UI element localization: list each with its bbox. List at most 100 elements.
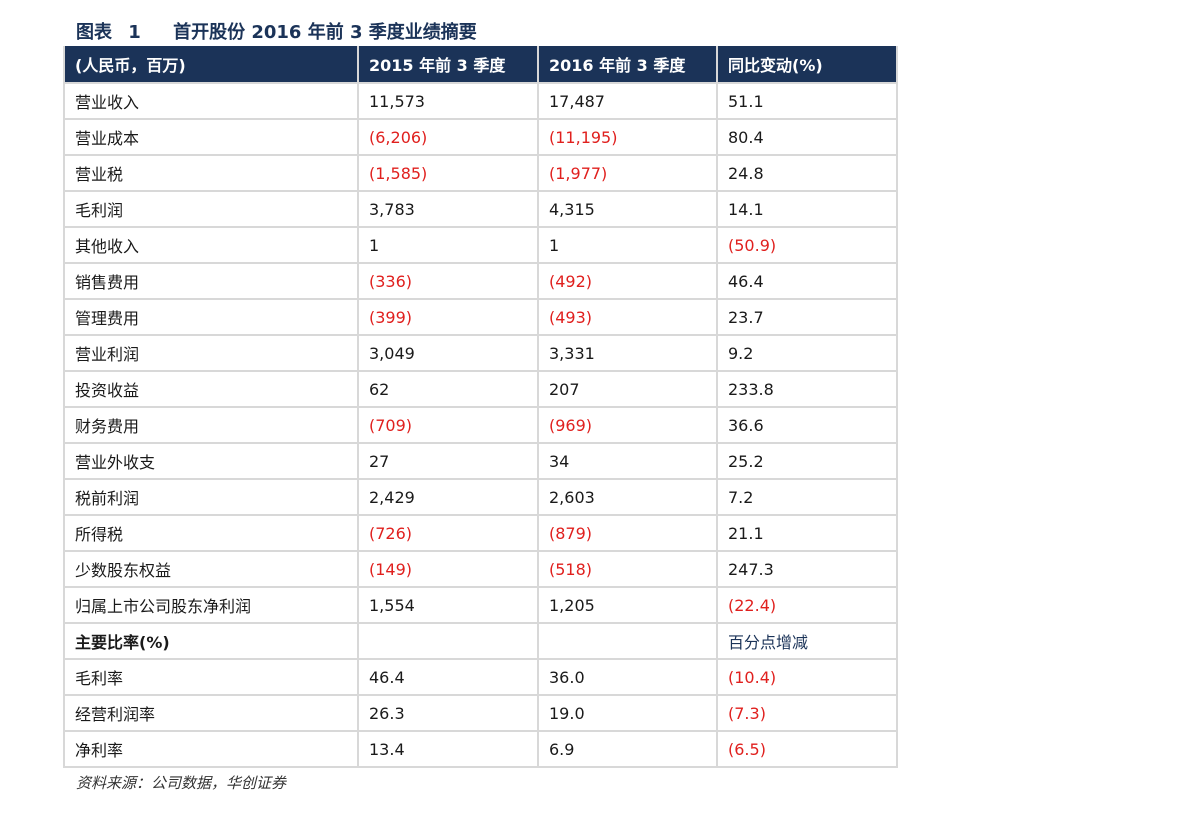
earnings-summary-table: (人民币，百万) 2015 年前 3 季度 2016 年前 3 季度 同比变动(… — [63, 46, 898, 768]
value-2015-cell — [357, 622, 539, 660]
value-2015-cell: (726) — [357, 514, 539, 552]
table-row: 管理费用 (399) (493) 23.7 — [63, 298, 898, 336]
row-label: 少数股东权益 — [63, 550, 359, 588]
change-cell: 7.2 — [716, 478, 898, 516]
change-cell: 14.1 — [716, 190, 898, 228]
value-2015-cell: (149) — [357, 550, 539, 588]
value-2016-cell: (493) — [537, 298, 718, 336]
change-cell: (50.9) — [716, 226, 898, 264]
table-row: 其他收入 1 1 (50.9) — [63, 226, 898, 264]
source-note: 资料来源：公司数据，华创证券 — [76, 774, 287, 792]
change-cell: 46.4 — [716, 262, 898, 300]
value-2016-cell: (1,977) — [537, 154, 718, 192]
table-row: 投资收益 62 207 233.8 — [63, 370, 898, 408]
table-row: 毛利率 46.4 36.0 (10.4) — [63, 658, 898, 696]
change-cell: 25.2 — [716, 442, 898, 480]
change-cell: (7.3) — [716, 694, 898, 732]
figure-number: 1 — [128, 22, 141, 43]
table-row: 营业收入 11,573 17,487 51.1 — [63, 82, 898, 120]
row-label: 营业收入 — [63, 82, 359, 120]
value-2016-cell: 1,205 — [537, 586, 718, 624]
change-cell: 21.1 — [716, 514, 898, 552]
change-cell: 80.4 — [716, 118, 898, 156]
value-2015-cell: (336) — [357, 262, 539, 300]
value-2015-cell: 3,049 — [357, 334, 539, 372]
row-label: 营业成本 — [63, 118, 359, 156]
column-header-2015: 2015 年前 3 季度 — [357, 46, 539, 83]
row-label: 归属上市公司股东净利润 — [63, 586, 359, 624]
row-label: 主要比率(%) — [63, 622, 359, 660]
value-2016-cell: 207 — [537, 370, 718, 408]
row-label: 净利率 — [63, 730, 359, 768]
table-row: 营业利润 3,049 3,331 9.2 — [63, 334, 898, 372]
value-2016-cell — [537, 622, 718, 660]
value-2016-cell: 34 — [537, 442, 718, 480]
value-2015-cell: 1,554 — [357, 586, 539, 624]
value-2016-cell: 4,315 — [537, 190, 718, 228]
row-label: 税前利润 — [63, 478, 359, 516]
row-label: 经营利润率 — [63, 694, 359, 732]
column-header-change: 同比变动(%) — [716, 46, 898, 83]
change-cell: 23.7 — [716, 298, 898, 336]
value-2016-cell: 2,603 — [537, 478, 718, 516]
value-2015-cell: (709) — [357, 406, 539, 444]
value-2015-cell: 11,573 — [357, 82, 539, 120]
table-header-row: (人民币，百万) 2015 年前 3 季度 2016 年前 3 季度 同比变动(… — [63, 46, 898, 83]
change-cell: 百分点增减 — [716, 622, 898, 660]
table-row: 税前利润 2,429 2,603 7.2 — [63, 478, 898, 516]
value-2015-cell: 3,783 — [357, 190, 539, 228]
value-2015-cell: 2,429 — [357, 478, 539, 516]
figure-title: 图表 1 首开股份 2016 年前 3 季度业绩摘要 — [76, 18, 477, 44]
value-2015-cell: 46.4 — [357, 658, 539, 696]
row-label: 营业税 — [63, 154, 359, 192]
row-label: 营业利润 — [63, 334, 359, 372]
change-cell: 36.6 — [716, 406, 898, 444]
value-2016-cell: 36.0 — [537, 658, 718, 696]
value-2016-cell: (492) — [537, 262, 718, 300]
table-row: 营业外收支 27 34 25.2 — [63, 442, 898, 480]
table-row: 归属上市公司股东净利润 1,554 1,205 (22.4) — [63, 586, 898, 624]
value-2016-cell: 1 — [537, 226, 718, 264]
table-row: 销售费用 (336) (492) 46.4 — [63, 262, 898, 300]
row-label: 所得税 — [63, 514, 359, 552]
change-cell: 24.8 — [716, 154, 898, 192]
row-label: 管理费用 — [63, 298, 359, 336]
table-row: 经营利润率 26.3 19.0 (7.3) — [63, 694, 898, 732]
table-row: 少数股东权益 (149) (518) 247.3 — [63, 550, 898, 588]
row-label: 营业外收支 — [63, 442, 359, 480]
value-2015-cell: 13.4 — [357, 730, 539, 768]
change-cell: (22.4) — [716, 586, 898, 624]
value-2016-cell: (879) — [537, 514, 718, 552]
row-label: 其他收入 — [63, 226, 359, 264]
change-cell: 9.2 — [716, 334, 898, 372]
value-2016-cell: (11,195) — [537, 118, 718, 156]
table-row: 营业成本 (6,206) (11,195) 80.4 — [63, 118, 898, 156]
value-2015-cell: 27 — [357, 442, 539, 480]
value-2016-cell: 3,331 — [537, 334, 718, 372]
value-2016-cell: 19.0 — [537, 694, 718, 732]
table-row: 净利率 13.4 6.9 (6.5) — [63, 730, 898, 768]
row-label: 财务费用 — [63, 406, 359, 444]
column-header-unit: (人民币，百万) — [63, 46, 359, 83]
value-2016-cell: 6.9 — [537, 730, 718, 768]
change-cell: 247.3 — [716, 550, 898, 588]
value-2015-cell: 62 — [357, 370, 539, 408]
column-header-2016: 2016 年前 3 季度 — [537, 46, 718, 83]
table-body: 营业收入 11,573 17,487 51.1 营业成本 (6,206) (11,195) 8… — [63, 82, 898, 768]
value-2015-cell: 1 — [357, 226, 539, 264]
change-cell: 51.1 — [716, 82, 898, 120]
row-label: 销售费用 — [63, 262, 359, 300]
table-row: 毛利润 3,783 4,315 14.1 — [63, 190, 898, 228]
table-row: 营业税 (1,585) (1,977) 24.8 — [63, 154, 898, 192]
value-2015-cell: (1,585) — [357, 154, 539, 192]
row-label: 毛利润 — [63, 190, 359, 228]
table-row: 主要比率(%) 百分点增减 — [63, 622, 898, 660]
value-2015-cell: 26.3 — [357, 694, 539, 732]
value-2016-cell: (969) — [537, 406, 718, 444]
row-label: 投资收益 — [63, 370, 359, 408]
table-row: 财务费用 (709) (969) 36.6 — [63, 406, 898, 444]
row-label: 毛利率 — [63, 658, 359, 696]
figure-label: 图表 — [76, 22, 112, 43]
change-cell: (10.4) — [716, 658, 898, 696]
change-cell: (6.5) — [716, 730, 898, 768]
